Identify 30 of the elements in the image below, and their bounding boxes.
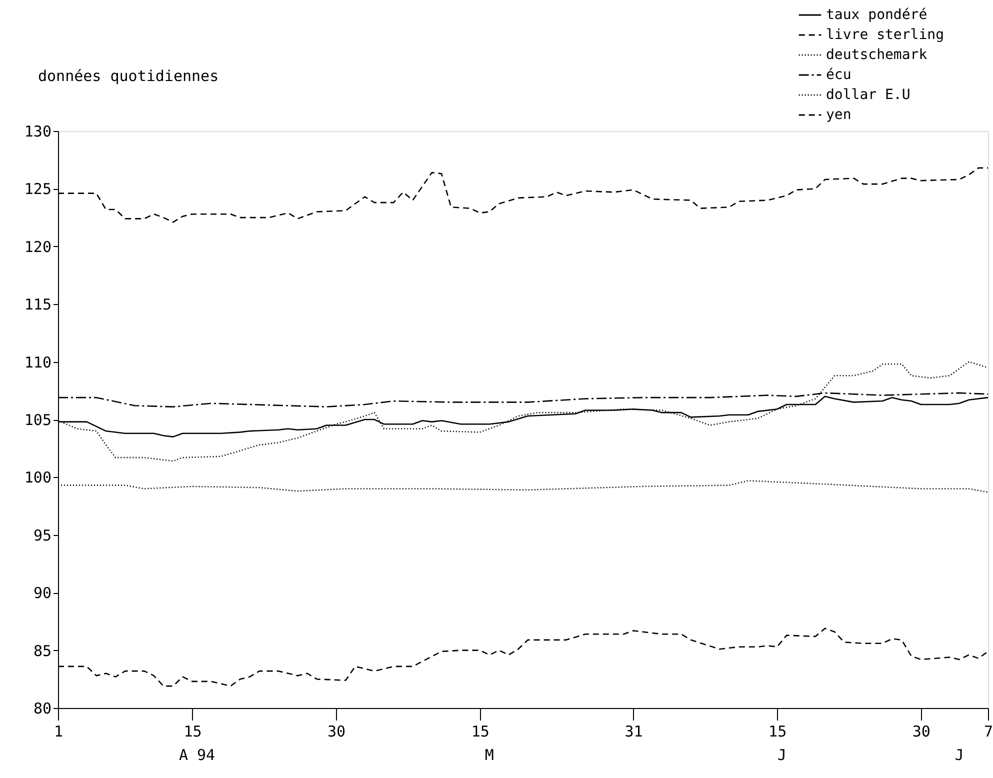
legend-label: livre sterling: [826, 27, 944, 43]
x-tick-label: 30: [912, 722, 930, 740]
x-tick-label: 1: [54, 722, 64, 740]
x-tick-label: 15: [184, 722, 202, 740]
y-tick-label: 95: [33, 526, 52, 544]
y-tick-label: 120: [24, 238, 52, 256]
chart-subtitle: données quotidiennes: [38, 67, 219, 85]
y-tick-label: 80: [33, 700, 52, 718]
y-tick-label: 125: [24, 180, 52, 198]
x-tick-label: 7: [984, 722, 993, 740]
legend-label: écu: [826, 67, 852, 83]
text: J: [954, 746, 964, 764]
y-tick-label: 115: [24, 296, 52, 314]
text: J: [777, 746, 786, 764]
y-tick-label: 100: [24, 468, 52, 487]
legend-label: taux pondéré: [826, 7, 928, 23]
x-tick-label: 15: [768, 722, 787, 740]
legend-label: yen: [826, 107, 852, 123]
text: M: [484, 746, 494, 764]
x-tick-label: 15: [471, 722, 490, 740]
x-tick-label: 30: [328, 722, 346, 740]
legend-label: deutschemark: [826, 47, 928, 63]
legend-label: dollar E.U: [826, 87, 910, 103]
text: A 94: [178, 746, 216, 764]
y-tick-label: 105: [24, 411, 52, 429]
x-tick-label: 31: [624, 722, 643, 740]
y-tick-label: 110: [24, 353, 52, 372]
y-tick-label: 85: [33, 642, 52, 660]
y-tick-label: 90: [33, 584, 52, 602]
y-tick-label: 130: [24, 122, 52, 140]
